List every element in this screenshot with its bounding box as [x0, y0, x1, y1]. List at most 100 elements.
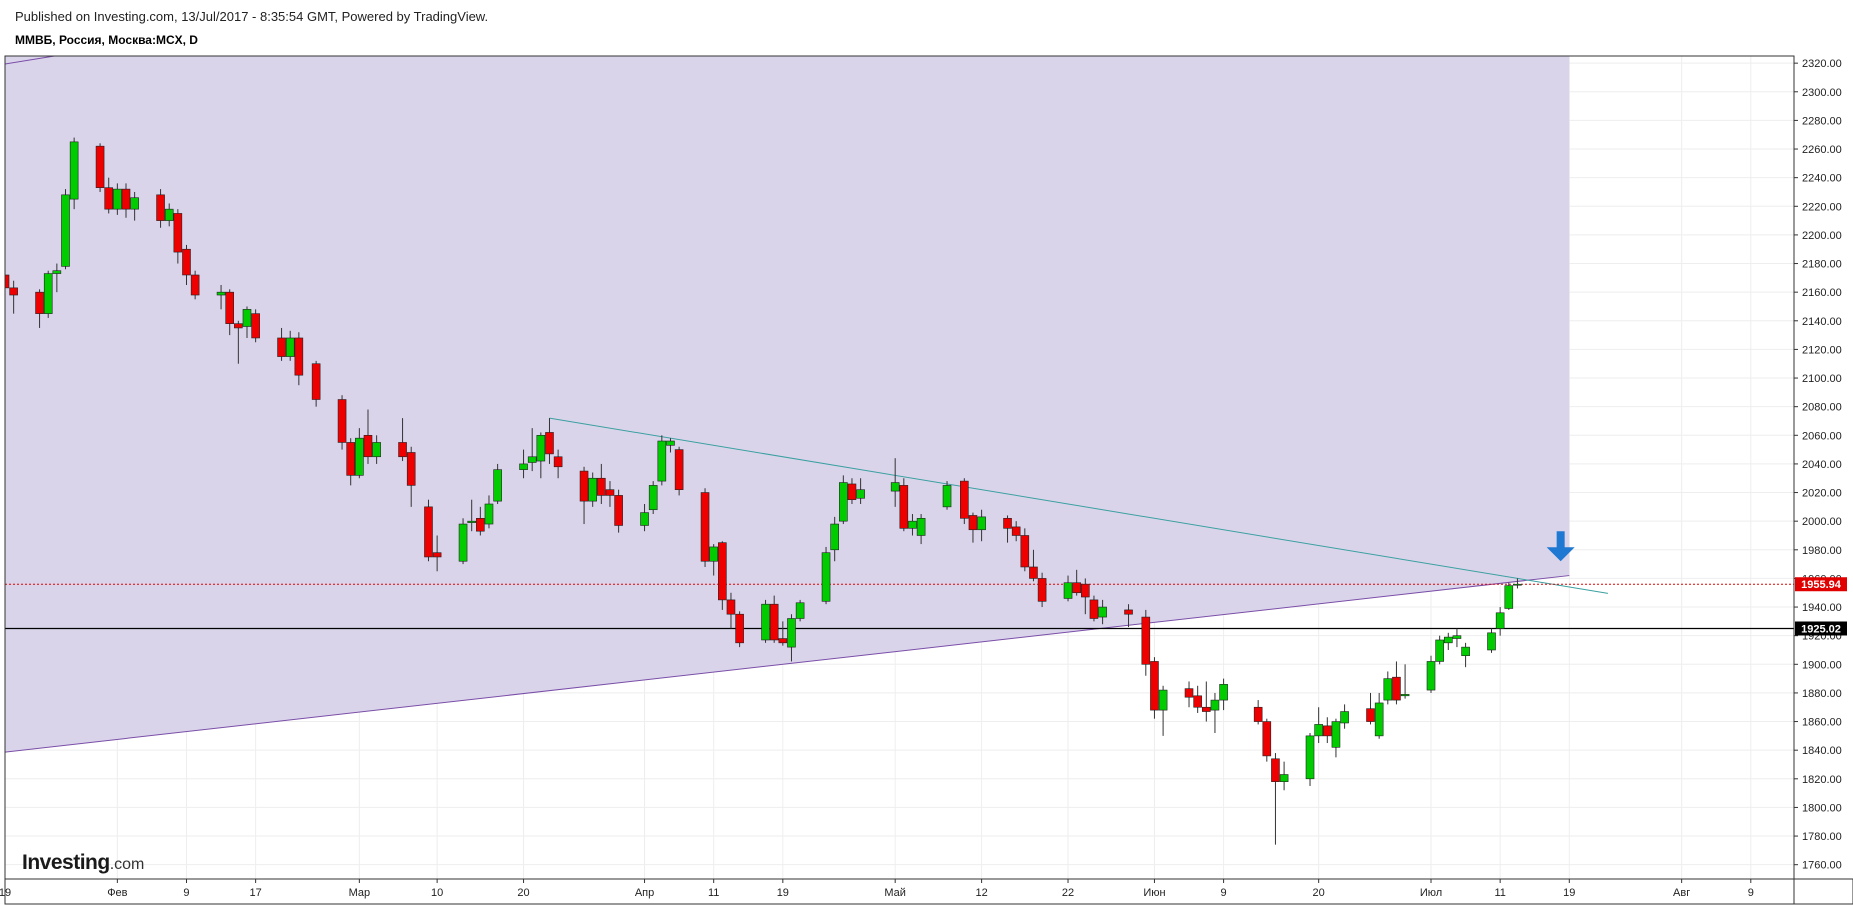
- candle: [1452, 628, 1462, 648]
- candle: [605, 481, 615, 507]
- candle: [536, 432, 546, 479]
- x-tick-label: 17: [250, 887, 262, 899]
- candle: [1141, 609, 1151, 676]
- y-tick-label: 1820.00: [1802, 774, 1842, 786]
- candle: [1150, 657, 1159, 719]
- candle: [1262, 718, 1272, 762]
- candle: [1202, 681, 1211, 722]
- upper-channel-line: [5, 56, 58, 65]
- candle-body: [1323, 725, 1332, 737]
- candle: [553, 449, 563, 479]
- candle: [311, 360, 321, 407]
- candle-body: [977, 516, 986, 531]
- candle-body: [830, 523, 839, 551]
- candle-body: [1340, 711, 1349, 724]
- candle-body: [1443, 636, 1453, 644]
- y-tick-label: 2020.00: [1802, 488, 1842, 500]
- candle: [1461, 642, 1470, 668]
- candle: [1366, 692, 1375, 725]
- logo-domain: .com: [109, 856, 145, 873]
- candle: [121, 183, 131, 218]
- shaded-region: [5, 56, 1570, 753]
- candle-body: [787, 618, 796, 648]
- candle-body: [9, 287, 18, 296]
- price-labels: 1955.94 1925.02: [1795, 577, 1847, 636]
- y-tick-label: 2220.00: [1802, 201, 1842, 213]
- candle: [1210, 692, 1220, 734]
- candle-body: [372, 442, 381, 458]
- x-tick-label: 10: [431, 887, 443, 899]
- y-tick-label: 2140.00: [1802, 316, 1842, 328]
- candle-body: [1020, 535, 1030, 568]
- candle: [1435, 635, 1444, 665]
- candle: [1193, 685, 1202, 713]
- y-tick-label: 2180.00: [1802, 259, 1842, 271]
- candle: [346, 438, 356, 486]
- x-tick-label: 19: [777, 887, 789, 899]
- candle-body: [156, 194, 165, 221]
- candle-body: [1513, 583, 1522, 586]
- candle-body: [519, 463, 528, 470]
- candle: [1011, 521, 1021, 542]
- candle: [493, 463, 502, 504]
- candle: [251, 309, 260, 343]
- candle-body: [1072, 582, 1081, 594]
- price-axis[interactable]: 1760.00 1780.00 1800.00 1820.00 1840.00 1860.…: [1794, 58, 1842, 872]
- candle: [908, 514, 917, 536]
- candle: [1253, 700, 1263, 725]
- y-tick-label: 1800.00: [1802, 802, 1842, 814]
- candle-body: [839, 482, 848, 522]
- x-tick-label: 9: [1748, 887, 1754, 899]
- candle-body: [1271, 758, 1280, 782]
- x-tick-label: 9: [183, 887, 189, 899]
- candle-body: [614, 495, 623, 526]
- candle-body: [769, 603, 779, 641]
- candle: [735, 611, 744, 648]
- candle: [234, 320, 243, 364]
- candle: [1426, 655, 1436, 693]
- candle-body: [52, 270, 62, 274]
- candle-body: [890, 482, 900, 492]
- candle-body: [795, 602, 805, 619]
- candle-body: [1098, 606, 1107, 618]
- x-tick-label: 9: [1221, 887, 1227, 899]
- candle: [527, 428, 537, 472]
- candle: [899, 478, 909, 532]
- y-tick-label: 2060.00: [1802, 430, 1842, 442]
- y-tick-label: 2200.00: [1802, 230, 1842, 242]
- candle-body: [113, 188, 122, 210]
- candle: [225, 289, 235, 336]
- candle: [355, 428, 364, 479]
- y-tick-label: 2100.00: [1802, 373, 1842, 385]
- candle: [1323, 717, 1332, 744]
- candle-body: [1089, 599, 1099, 619]
- y-tick-label: 1760.00: [1802, 860, 1842, 872]
- candle: [839, 475, 848, 525]
- candle: [182, 244, 191, 286]
- candle: [164, 203, 174, 227]
- candle: [1279, 761, 1289, 791]
- shaded-area: [5, 56, 1570, 753]
- candle-body: [1184, 688, 1194, 698]
- y-tick-label: 2160.00: [1802, 287, 1842, 299]
- candle-body: [847, 483, 857, 501]
- candle: [1098, 599, 1107, 625]
- candle-body: [942, 485, 952, 508]
- candle-body: [1435, 639, 1444, 662]
- x-tick-label: Мар: [349, 887, 371, 899]
- candle-body: [458, 523, 468, 562]
- candle: [1504, 582, 1514, 610]
- candle: [424, 499, 433, 562]
- candle: [1513, 578, 1522, 589]
- candle: [640, 503, 649, 532]
- candle-body: [968, 515, 978, 531]
- candle: [968, 512, 978, 543]
- candle: [190, 270, 200, 300]
- y-tick-label: 1880.00: [1802, 688, 1842, 700]
- candle: [1020, 528, 1030, 572]
- candle: [9, 280, 18, 314]
- candle: [856, 478, 865, 504]
- candle: [294, 332, 304, 386]
- time-axis[interactable]: 19 Фев 9 17 Мар 10 20 Апр 11 19 Май 12 22 Июн 9 20 Июл 11…: [0, 879, 1754, 899]
